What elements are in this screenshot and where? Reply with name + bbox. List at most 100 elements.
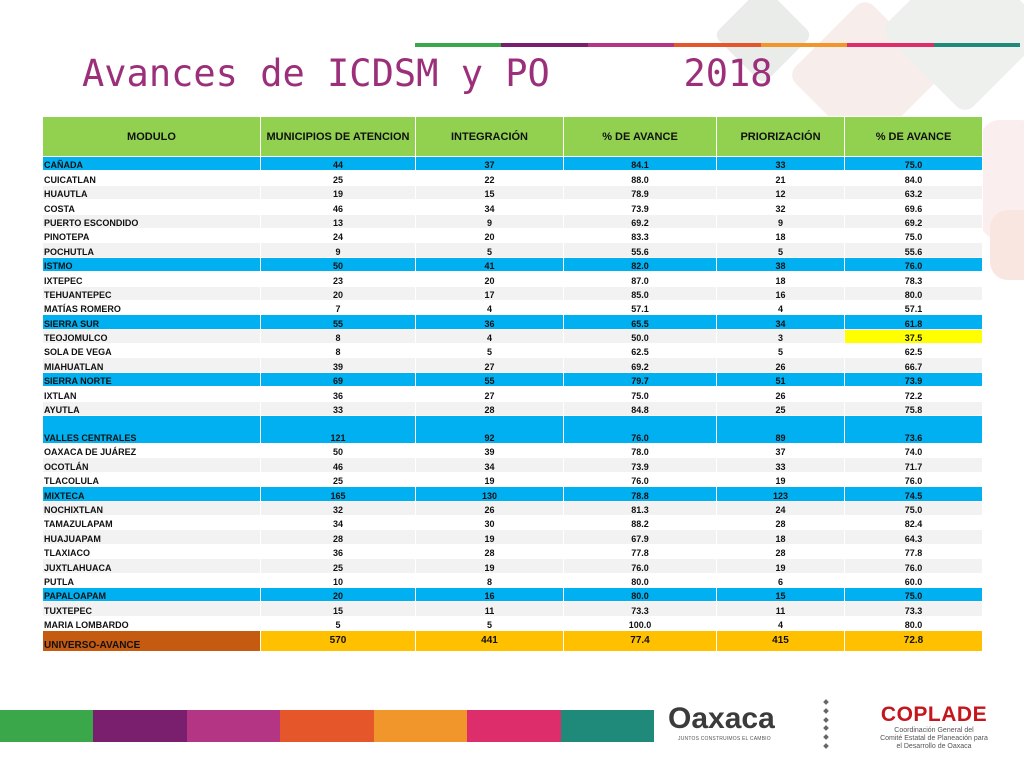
cell-municipios: 55 bbox=[260, 314, 416, 330]
table-row: TLACOLULA 25 19 76.0 19 76.0 bbox=[42, 471, 983, 488]
coplade-name: COPLADE bbox=[880, 703, 988, 726]
cell-priorizacion: 26 bbox=[716, 357, 845, 373]
cell-avance-integracion: 75.0 bbox=[563, 386, 717, 402]
total-integracion: 441 bbox=[415, 630, 564, 653]
table-row: AYUTLA 33 28 84.8 25 75.8 bbox=[42, 400, 983, 417]
bottom-color-stripe bbox=[0, 710, 654, 742]
cell-municipios: 32 bbox=[260, 500, 416, 516]
total-avance-integracion: 77.4 bbox=[563, 630, 717, 653]
region-row: SIERRA NORTE 69 55 79.7 51 73.9 bbox=[42, 371, 983, 388]
cell-municipios: 10 bbox=[260, 572, 416, 588]
cell-avance-integracion: 80.0 bbox=[563, 572, 717, 588]
oaxaca-tagline: JUNTOS CONSTRUIMOS EL CAMBIO bbox=[678, 736, 771, 742]
cell-avance-integracion: 84.1 bbox=[563, 155, 717, 172]
cell-avance-integracion: 88.0 bbox=[563, 170, 717, 186]
cell-municipios: 24 bbox=[260, 227, 416, 244]
table-row: TEOJOMULCO 8 4 50.0 3 37.5 bbox=[42, 328, 983, 345]
header-avance-integracion: % DE AVANCE bbox=[563, 116, 717, 157]
cell-priorizacion: 19 bbox=[716, 471, 845, 488]
cell-avance-priorizacion: 82.4 bbox=[844, 514, 983, 531]
table-body: CAÑADA 44 37 84.1 33 75.0 CUICATLAN 25 22 88.0 21 8… bbox=[42, 155, 983, 632]
table-row: COSTA 46 34 73.9 32 69.6 bbox=[42, 199, 983, 215]
table-row: HUAUTLA 19 15 78.9 12 63.2 bbox=[42, 184, 983, 201]
table-row: OCOTLÁN 46 34 73.9 33 71.7 bbox=[42, 457, 983, 473]
separator-dots bbox=[823, 699, 829, 749]
table-row: MIAHUATLAN 39 27 69.2 26 66.7 bbox=[42, 357, 983, 373]
cell-avance-priorizacion: 80.0 bbox=[844, 615, 983, 632]
cell-avance-integracion: 76.0 bbox=[563, 415, 717, 445]
cell-avance-priorizacion: 72.2 bbox=[844, 386, 983, 402]
cell-avance-integracion: 65.5 bbox=[563, 314, 717, 330]
cell-priorizacion: 38 bbox=[716, 256, 845, 273]
cell-municipios: 50 bbox=[260, 443, 416, 459]
cell-avance-priorizacion: 66.7 bbox=[844, 357, 983, 373]
cell-modulo: HUAJUAPAM bbox=[42, 529, 261, 545]
table-row: IXTLAN 36 27 75.0 26 72.2 bbox=[42, 386, 983, 402]
cell-integracion: 27 bbox=[415, 386, 564, 402]
cell-municipios: 8 bbox=[260, 328, 416, 345]
cell-priorizacion: 25 bbox=[716, 400, 845, 417]
cell-municipios: 25 bbox=[260, 471, 416, 488]
cell-integracion: 92 bbox=[415, 415, 564, 445]
cell-priorizacion: 12 bbox=[716, 184, 845, 201]
cell-modulo: MARIA LOMBARDO bbox=[42, 615, 261, 632]
cell-avance-priorizacion: 57.1 bbox=[844, 299, 983, 316]
cell-priorizacion: 89 bbox=[716, 415, 845, 445]
cell-avance-integracion: 81.3 bbox=[563, 500, 717, 516]
cell-modulo: NOCHIXTLAN bbox=[42, 500, 261, 516]
stripe-segment bbox=[93, 710, 187, 742]
cell-avance-integracion: 100.0 bbox=[563, 615, 717, 632]
table-row: MARIA LOMBARDO 5 5 100.0 4 80.0 bbox=[42, 615, 983, 632]
cell-municipios: 7 bbox=[260, 299, 416, 316]
cell-integracion: 19 bbox=[415, 471, 564, 488]
cell-municipios: 44 bbox=[260, 155, 416, 172]
cell-avance-priorizacion: 63.2 bbox=[844, 184, 983, 201]
cell-priorizacion: 32 bbox=[716, 199, 845, 215]
cell-priorizacion: 16 bbox=[716, 285, 845, 301]
cell-modulo: PAPALOAPAM bbox=[42, 586, 261, 603]
cell-avance-integracion: 76.0 bbox=[563, 471, 717, 488]
oaxaca-logo: Oaxaca JUNTOS CONSTRUIMOS EL CAMBIO bbox=[668, 702, 793, 750]
total-avance-priorizacion: 72.8 bbox=[844, 630, 983, 653]
table-row: OAXACA DE JUÁREZ 50 39 78.0 37 74.0 bbox=[42, 443, 983, 459]
region-row: PAPALOAPAM 20 16 80.0 15 75.0 bbox=[42, 586, 983, 603]
cell-integracion: 36 bbox=[415, 314, 564, 330]
table-row: NOCHIXTLAN 32 26 81.3 24 75.0 bbox=[42, 500, 983, 516]
cell-avance-integracion: 69.2 bbox=[563, 357, 717, 373]
cell-priorizacion: 4 bbox=[716, 299, 845, 316]
cell-integracion: 130 bbox=[415, 486, 564, 502]
cell-modulo: PUTLA bbox=[42, 572, 261, 588]
cell-municipios: 23 bbox=[260, 271, 416, 287]
cell-integracion: 39 bbox=[415, 443, 564, 459]
cell-integracion: 15 bbox=[415, 184, 564, 201]
stripe-segment bbox=[373, 710, 468, 742]
cell-priorizacion: 33 bbox=[716, 155, 845, 172]
total-row: UNIVERSO-AVANCE 570 441 77.4 415 72.8 bbox=[42, 630, 983, 653]
coplade-line-1: Coordinación General del bbox=[894, 727, 974, 734]
header-avance-priorizacion: % DE AVANCE bbox=[844, 116, 983, 157]
cell-integracion: 20 bbox=[415, 271, 564, 287]
cell-priorizacion: 4 bbox=[716, 615, 845, 632]
cell-municipios: 15 bbox=[260, 601, 416, 617]
stripe-segment bbox=[760, 43, 848, 47]
stripe-segment bbox=[587, 43, 675, 47]
cell-municipios: 25 bbox=[260, 170, 416, 186]
cell-modulo: COSTA bbox=[42, 199, 261, 215]
cell-integracion: 5 bbox=[415, 615, 564, 632]
cell-municipios: 69 bbox=[260, 371, 416, 388]
cell-integracion: 5 bbox=[415, 343, 564, 359]
cell-avance-priorizacion: 76.0 bbox=[844, 471, 983, 488]
cell-priorizacion: 18 bbox=[716, 529, 845, 545]
cell-municipios: 28 bbox=[260, 529, 416, 545]
cell-modulo: PUERTO ESCONDIDO bbox=[42, 213, 261, 229]
cell-municipios: 39 bbox=[260, 357, 416, 373]
cell-priorizacion: 11 bbox=[716, 601, 845, 617]
table-row: TUXTEPEC 15 11 73.3 11 73.3 bbox=[42, 601, 983, 617]
cell-priorizacion: 28 bbox=[716, 514, 845, 531]
cell-avance-priorizacion: 74.5 bbox=[844, 486, 983, 502]
stripe-segment bbox=[415, 43, 502, 47]
cell-avance-integracion: 50.0 bbox=[563, 328, 717, 345]
cell-municipios: 20 bbox=[260, 586, 416, 603]
cell-avance-integracion: 85.0 bbox=[563, 285, 717, 301]
cell-avance-priorizacion: 60.0 bbox=[844, 572, 983, 588]
